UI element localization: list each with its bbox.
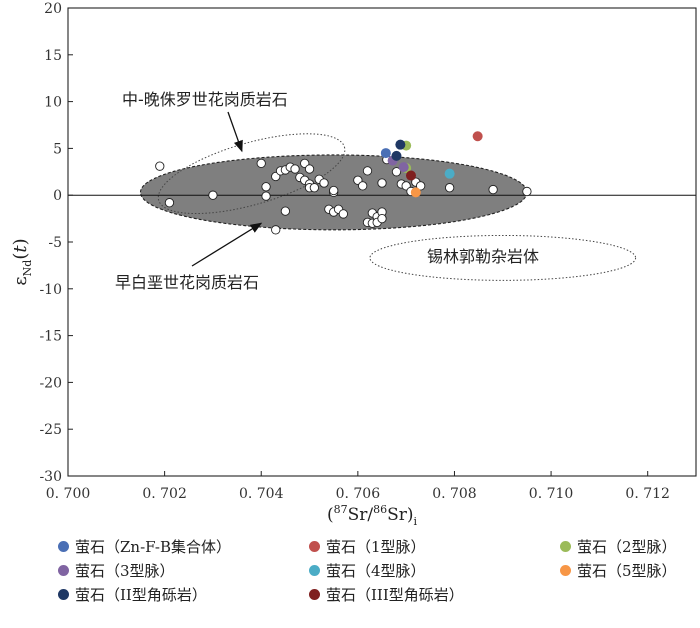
annotation-arrow [227, 111, 243, 153]
y-axis-title: εNd(t) [10, 238, 34, 285]
data-point-granitoid [208, 190, 218, 200]
x-tick-label: 0. 712 [625, 486, 670, 502]
x-tick-label: 0. 706 [336, 486, 381, 502]
data-point-granitoid [362, 166, 373, 176]
legend-swatch [58, 589, 69, 600]
legend-label: 萤石（II型角砾岩） [75, 586, 207, 604]
annotation-arrow [191, 222, 263, 267]
legend-item: 萤石（Zn-F-B集合体） [58, 536, 231, 557]
data-point-granitoid [280, 206, 291, 216]
legend-item: 萤石（5型脉） [560, 560, 677, 581]
data-point-fluorite [410, 187, 421, 198]
field-xilinhot-complex [369, 234, 637, 281]
y-tick-label: -20 [39, 375, 62, 391]
x-tick-label: 0. 704 [239, 486, 284, 502]
data-point-fluorite [405, 170, 416, 181]
data-point-granitoid [488, 184, 498, 195]
data-point-fluorite [398, 162, 409, 173]
y-tick-label: 15 [44, 48, 62, 64]
plot-area [68, 8, 696, 476]
legend-swatch [309, 565, 320, 576]
data-point-granitoid [522, 186, 532, 197]
data-point-granitoid [261, 191, 271, 201]
y-tick-label: 10 [44, 95, 62, 111]
legend-swatch [560, 565, 571, 576]
y-tick-label: -30 [39, 469, 62, 485]
legend-label: 萤石（Zn-F-B集合体） [75, 538, 231, 556]
x-axis-title: (87Sr/86Sr)i [327, 503, 418, 528]
legend-label: 萤石（4型脉） [326, 562, 426, 580]
legend-swatch [58, 541, 69, 552]
data-point-granitoid [155, 161, 165, 171]
data-points [155, 131, 532, 235]
data-point-fluorite [472, 131, 483, 142]
x-tick-label: 0. 700 [46, 486, 91, 502]
legend-label: 萤石（3型脉） [75, 562, 175, 580]
y-tick-label: -10 [39, 282, 62, 298]
y-tick-label: -5 [48, 235, 62, 251]
legend-swatch [309, 589, 320, 600]
legend-label: 萤石（III型角砾岩） [326, 586, 464, 604]
data-point-granitoid [391, 167, 402, 177]
data-point-granitoid [309, 183, 320, 193]
data-point-granitoid [329, 185, 339, 196]
annotation-jurassic-label: 中-晚侏罗世花岗质岩石 [122, 90, 288, 109]
annotation-cretaceous-label: 早白垩世花岗质岩石 [115, 273, 259, 292]
data-point-granitoid [415, 181, 426, 191]
legend-label: 萤石（1型脉） [326, 538, 426, 556]
data-point-granitoid [319, 178, 329, 188]
data-point-granitoid [444, 183, 455, 193]
data-point-granitoid [338, 209, 349, 219]
scatter-chart: 20 15 10 5 0 -5 -10 -15 -20 -25 -300. 700 0. 702 0. … [10, 1, 697, 528]
legend-swatch [58, 565, 69, 576]
x-tick-label: 0. 702 [142, 486, 187, 502]
data-point-fluorite [395, 139, 406, 150]
data-point-fluorite [444, 168, 455, 179]
legend-item: 萤石（3型脉） [58, 560, 175, 581]
legend-label: 萤石（2型脉） [577, 538, 677, 556]
y-tick-label: -15 [39, 329, 62, 345]
legend-item: 萤石（4型脉） [309, 560, 426, 581]
legend-item: 萤石（1型脉） [309, 536, 426, 557]
y-tick-label: 20 [44, 1, 62, 17]
data-point-granitoid [377, 213, 387, 224]
field-jurassic-granitoids [157, 133, 346, 215]
x-tick-label: 0. 708 [432, 486, 477, 502]
data-point-granitoid [290, 164, 300, 174]
data-point-granitoid [261, 182, 271, 192]
y-tick-label: 5 [53, 141, 62, 157]
legend-label: 萤石（5型脉） [577, 562, 677, 580]
data-point-fluorite [380, 148, 391, 159]
data-point-granitoid [256, 158, 266, 169]
data-point-granitoid [271, 225, 281, 235]
y-tick-label: 0 [53, 188, 62, 204]
annotation-xilinhot-label: 锡林郭勒杂岩体 [427, 247, 539, 266]
data-point-granitoid [304, 164, 315, 174]
legend-swatch [560, 541, 571, 552]
legend-item: 萤石（2型脉） [560, 536, 677, 557]
legend-swatch [309, 541, 320, 552]
data-point-granitoid [358, 181, 368, 191]
legend-item: 萤石（III型角砾岩） [309, 584, 464, 605]
legend: 萤石（Zn-F-B集合体） 萤石（1型脉） 萤石（2型脉） 萤石（3型脉） 萤石… [0, 532, 700, 628]
axes: 20 15 10 5 0 -5 -10 -15 -20 -25 -300. 700 0. 702 0. … [39, 1, 697, 502]
legend-item: 萤石（II型角砾岩） [58, 584, 207, 605]
plot-background [68, 8, 696, 476]
x-tick-label: 0. 710 [529, 486, 574, 502]
data-point-fluorite [391, 150, 402, 161]
data-point-granitoid [377, 178, 387, 188]
y-tick-label: -25 [39, 422, 62, 438]
data-point-granitoid [164, 198, 175, 208]
